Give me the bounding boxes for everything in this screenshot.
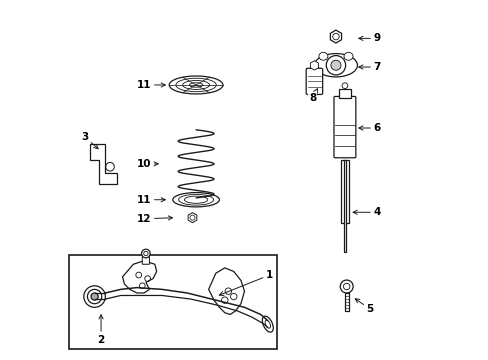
Text: 10: 10 [137,159,158,169]
FancyBboxPatch shape [333,96,355,158]
Text: 1: 1 [219,270,273,296]
Ellipse shape [169,76,223,94]
Circle shape [83,286,105,307]
Ellipse shape [314,54,357,77]
Text: 6: 6 [358,123,380,133]
Polygon shape [188,213,197,223]
Text: 7: 7 [358,62,380,72]
Text: 4: 4 [352,207,380,217]
Polygon shape [208,268,244,315]
Polygon shape [343,160,346,252]
Circle shape [91,293,98,300]
Bar [338,89,350,98]
Text: 8: 8 [308,89,317,103]
Bar [69,255,276,348]
Circle shape [87,289,102,304]
FancyBboxPatch shape [305,68,322,94]
Polygon shape [340,160,348,223]
Polygon shape [122,261,156,293]
Circle shape [330,60,340,70]
Text: 3: 3 [81,132,98,149]
Polygon shape [330,30,341,43]
Text: 2: 2 [97,315,104,345]
Circle shape [325,55,345,75]
Ellipse shape [172,193,219,207]
Text: 5: 5 [354,299,373,314]
Circle shape [340,280,352,293]
Polygon shape [142,253,149,264]
Ellipse shape [344,52,352,60]
Ellipse shape [262,316,273,332]
Polygon shape [344,293,348,311]
Text: 12: 12 [137,214,172,224]
Polygon shape [90,144,117,184]
Ellipse shape [318,52,327,60]
Text: 11: 11 [137,80,165,90]
Polygon shape [310,61,318,70]
Text: 9: 9 [358,33,380,43]
Circle shape [142,249,150,258]
Text: 11: 11 [137,195,165,205]
